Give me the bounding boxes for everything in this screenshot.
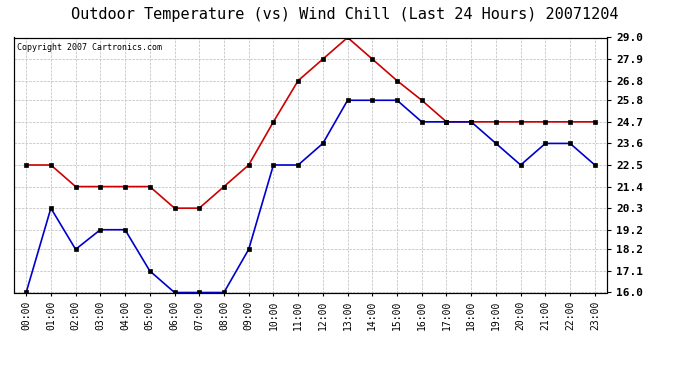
Text: Copyright 2007 Cartronics.com: Copyright 2007 Cartronics.com: [17, 43, 161, 52]
Text: Outdoor Temperature (vs) Wind Chill (Last 24 Hours) 20071204: Outdoor Temperature (vs) Wind Chill (Las…: [71, 8, 619, 22]
